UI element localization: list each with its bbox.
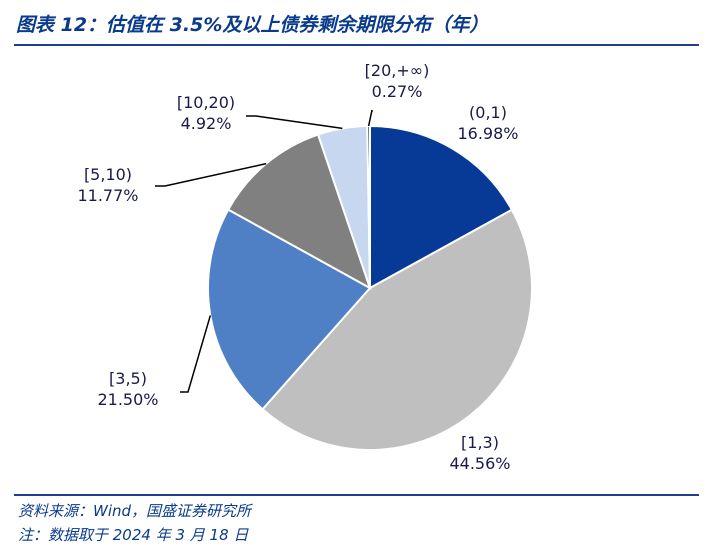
leader-line-2	[180, 315, 212, 393]
slice-value-1: 44.56%	[449, 454, 510, 473]
footer-divider	[14, 494, 699, 496]
slice-labels: (0,1) 16.98% [1,3) 44.56% [3,5) 21.50% [5,10) 1…	[77, 61, 518, 473]
slice-value-3: 11.77%	[77, 186, 138, 205]
leader-line-5	[367, 109, 373, 127]
leader-line-4	[246, 115, 343, 130]
leader-lines	[155, 109, 373, 393]
title-divider	[14, 44, 699, 46]
pie-slices	[207, 124, 533, 451]
pie-slice-1	[261, 208, 533, 451]
slice-label-4: [10,20)	[177, 93, 235, 112]
slice-value-4: 4.92%	[181, 114, 232, 133]
slice-label-0: (0,1)	[469, 103, 507, 122]
slice-value-0: 16.98%	[457, 124, 518, 143]
slice-label-3: [5,10)	[84, 165, 132, 184]
slice-label-5: [20,+∞)	[365, 61, 430, 80]
slice-value-5: 0.27%	[372, 82, 423, 101]
pie-slice-2	[207, 208, 372, 411]
pie-slice-0	[369, 124, 514, 290]
pie-slice-3	[226, 133, 372, 291]
source-note: 资料来源：Wind，国盛证券研究所	[18, 502, 252, 520]
chart-title: 图表 12：估值在 3.5%及以上债券剩余期限分布（年）	[16, 14, 489, 36]
leader-line-3	[155, 162, 267, 187]
slice-label-2: [3,5)	[109, 369, 147, 388]
data-date-note: 注：数据取于 2024 年 3 月 18 日	[18, 526, 249, 544]
slice-value-2: 21.50%	[97, 390, 158, 409]
slice-label-1: [1,3)	[461, 433, 499, 452]
